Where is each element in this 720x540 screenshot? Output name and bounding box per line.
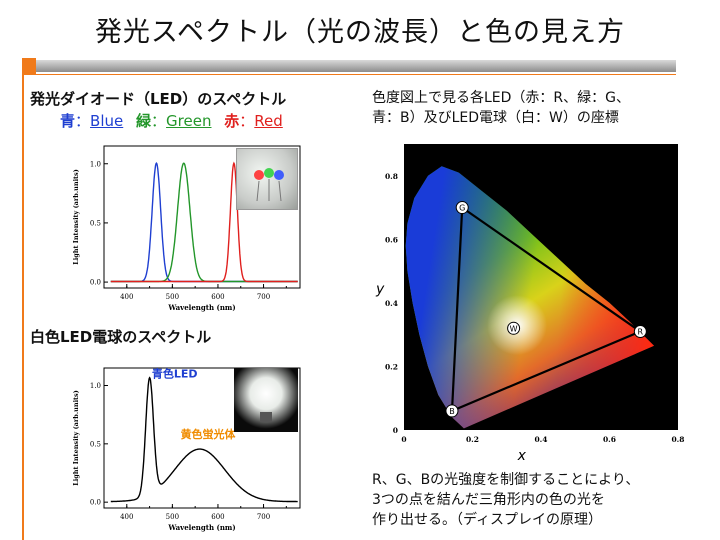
white-ytick-label: 0.5 [90, 440, 101, 448]
white-ytick-label: 0.0 [90, 499, 101, 507]
white-xtick-label: 700 [257, 513, 270, 521]
point-marker-g [455, 201, 469, 215]
rgb-led-photo [236, 148, 298, 210]
legend-blue-kanji: 青 [60, 112, 76, 130]
legend-green: 緑：Green [136, 112, 216, 130]
white-led-bulb-photo [234, 368, 298, 432]
rgb-series-red [110, 161, 298, 283]
legend-green-kanji: 緑 [136, 112, 152, 130]
page-title: 発光スペクトル（光の波長）と色の見え方 [94, 17, 626, 48]
legend-red-en: Red [254, 112, 283, 130]
title-divider-line [22, 74, 676, 75]
display-principle-line1: R、G、Bの光強度を制御することにより、 [372, 472, 640, 488]
rgb-xlabel: Wavelength (nm) [167, 303, 235, 312]
title-divider-bar [36, 60, 676, 72]
legend-red-sep: ： [239, 112, 255, 130]
rgb-ylabel: Light Intensity (arb.units) [72, 169, 80, 265]
cie-xtick-label: 0.2 [466, 435, 479, 444]
rgb-ytick-label: 0.5 [90, 219, 101, 227]
title-accent-block [22, 58, 36, 74]
rgb-xtick-label: 400 [120, 293, 133, 301]
cie-ytick-label: 0 [393, 426, 398, 435]
chromaticity-caption-line1: 色度図上で見る各LED（赤：R、緑：G、 [372, 90, 631, 106]
cie-ytick-label: 0.8 [385, 172, 398, 181]
legend-blue: 青：Blue [60, 112, 128, 130]
white-ylabel: Light Intensity (arb.units) [72, 390, 80, 486]
rgb-ytick-label: 1.0 [90, 160, 101, 168]
rgb-ytick-label: 0.0 [90, 279, 101, 287]
white-xtick-label: 400 [120, 513, 133, 521]
display-principle-text: R、G、Bの光強度を制御することにより、 3つの点を結んだ三角形内の色の光を 作… [372, 470, 639, 530]
point-marker-w [507, 321, 521, 335]
rgb-legend: 青：Blue 緑：Green 赤：Red [60, 110, 291, 131]
display-principle-line3: 作り出せる。（ディスプレイの原理） [372, 512, 603, 528]
white-series-白色led電球 [110, 376, 298, 503]
white-xlabel: Wavelength (nm) [167, 523, 235, 532]
white-ytick-label: 1.0 [90, 382, 101, 390]
chromaticity-diagram: G R B W 0 0.2 0.4 0.6 0.8 0 0.2 0.4 0.6 0.8 x y [375, 144, 685, 464]
point-label-b: B [449, 407, 455, 416]
chromaticity-caption-line2: 青：B）及びLED電球（白：W）の座標 [372, 110, 619, 126]
legend-red: 赤：Red [224, 112, 283, 130]
legend-blue-en: Blue [90, 112, 124, 130]
rgb-xtick-label: 600 [211, 293, 224, 301]
point-label-g: G [459, 204, 465, 213]
white-xtick-label: 500 [166, 513, 179, 521]
white-xtick-label: 600 [211, 513, 224, 521]
left-accent-line [22, 74, 24, 540]
cie-ytick-label: 0.6 [385, 235, 398, 244]
cie-xtick-label: 0 [401, 435, 406, 444]
yellow-phosphor-annotation: 黄色蛍光体 [181, 427, 237, 441]
legend-green-en: Green [166, 112, 212, 130]
legend-green-sep: ： [151, 112, 167, 130]
cie-ytick-label: 0.4 [385, 299, 398, 308]
gamut-triangle [450, 205, 643, 413]
cie-xtick-label: 0.4 [534, 435, 547, 444]
point-marker-r [633, 324, 647, 338]
cie-xlabel: x [517, 448, 527, 464]
point-label-w: W [510, 324, 518, 333]
led-spectrum-heading: 発光ダイオード（LED）のスペクトル [30, 90, 287, 108]
point-marker-b [445, 404, 459, 418]
rgb-xtick-label: 500 [166, 293, 179, 301]
cie-ytick-label: 0.2 [385, 362, 398, 371]
white-led-heading: 白色LED電球のスペクトル [30, 328, 212, 346]
cie-xtick-label: 0.8 [671, 435, 684, 444]
display-principle-line2: 3つの点を結んだ三角形内の色の光を [372, 492, 605, 508]
blue-led-annotation: 青色LED [152, 366, 198, 380]
legend-red-kanji: 赤 [224, 112, 240, 130]
legend-blue-sep: ： [75, 112, 91, 130]
cie-ylabel: y [375, 281, 385, 297]
cie-xtick-label: 0.6 [603, 435, 616, 444]
point-label-r: R [638, 327, 644, 336]
spectral-locus-red-tint [405, 166, 654, 429]
chromaticity-caption: 色度図上で見る各LED（赤：R、緑：G、 青：B）及びLED電球（白：W）の座標 [372, 88, 630, 128]
rgb-xtick-label: 700 [257, 293, 270, 301]
